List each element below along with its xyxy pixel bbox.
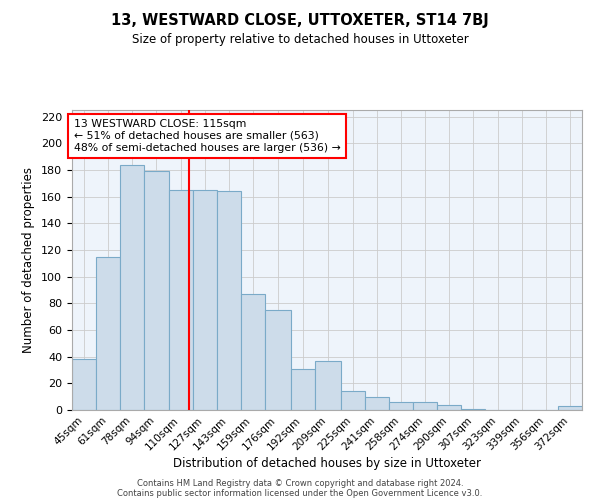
Bar xyxy=(365,396,389,410)
Bar xyxy=(315,360,341,410)
Bar xyxy=(291,368,315,410)
Bar xyxy=(389,402,413,410)
Text: Contains public sector information licensed under the Open Government Licence v3: Contains public sector information licen… xyxy=(118,488,482,498)
Bar xyxy=(437,404,461,410)
Bar xyxy=(217,192,241,410)
Text: 13 WESTWARD CLOSE: 115sqm
← 51% of detached houses are smaller (563)
48% of semi: 13 WESTWARD CLOSE: 115sqm ← 51% of detac… xyxy=(74,120,340,152)
Y-axis label: Number of detached properties: Number of detached properties xyxy=(22,167,35,353)
Bar xyxy=(145,172,169,410)
Text: Contains HM Land Registry data © Crown copyright and database right 2024.: Contains HM Land Registry data © Crown c… xyxy=(137,478,463,488)
Bar xyxy=(413,402,437,410)
Bar xyxy=(72,360,96,410)
Text: 13, WESTWARD CLOSE, UTTOXETER, ST14 7BJ: 13, WESTWARD CLOSE, UTTOXETER, ST14 7BJ xyxy=(111,12,489,28)
Bar xyxy=(96,256,120,410)
Bar xyxy=(193,190,217,410)
Bar xyxy=(169,190,193,410)
Bar xyxy=(265,310,291,410)
Bar xyxy=(120,164,145,410)
Bar xyxy=(241,294,265,410)
Bar xyxy=(461,408,485,410)
Bar xyxy=(558,406,582,410)
Bar xyxy=(341,392,365,410)
X-axis label: Distribution of detached houses by size in Uttoxeter: Distribution of detached houses by size … xyxy=(173,458,481,470)
Text: Size of property relative to detached houses in Uttoxeter: Size of property relative to detached ho… xyxy=(131,32,469,46)
